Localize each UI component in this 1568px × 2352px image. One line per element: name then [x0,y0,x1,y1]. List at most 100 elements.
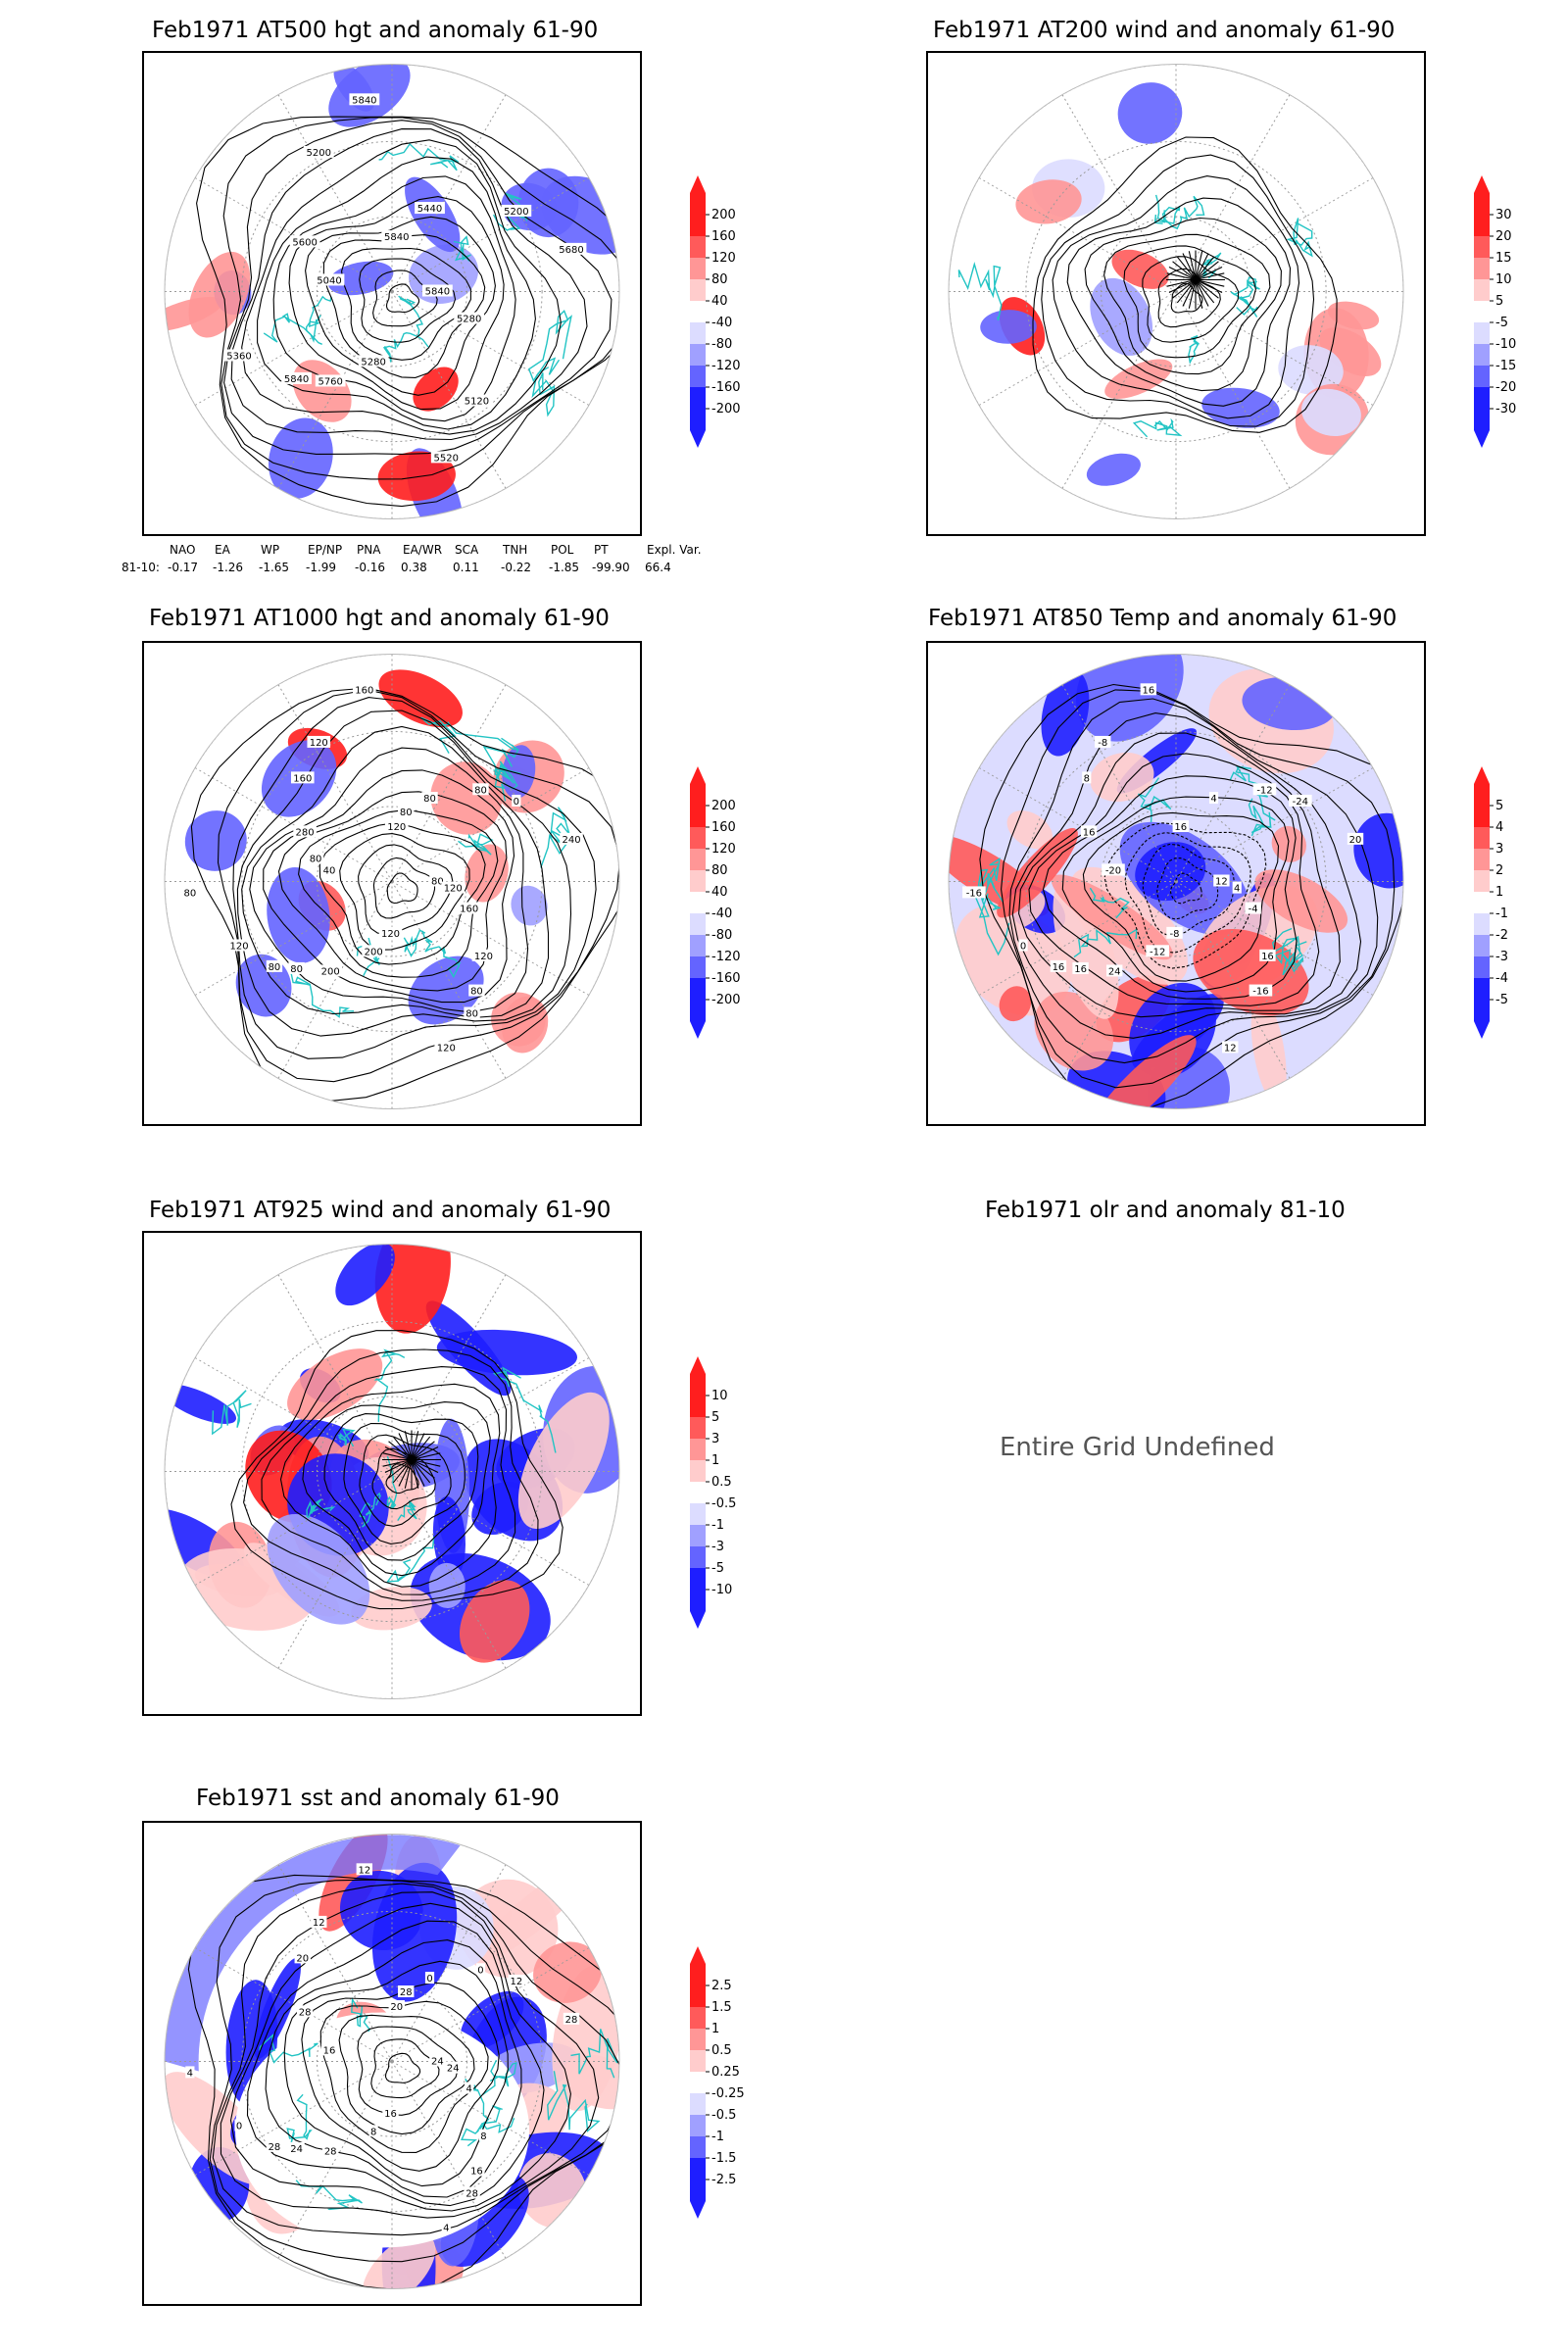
contour-label: 5280 [457,315,481,325]
coastlines [212,1348,557,1583]
anomaly-shading [436,1329,578,1376]
colorbar-tick-label: -80 [711,337,732,352]
colorbar-tick-label: 3 [711,1432,719,1446]
anomaly-shading [1132,994,1224,1070]
colorbar-tick-label: -30 [1495,402,1516,416]
colorbar-svg: 10 5 3 1 0.5 -0.5 -1 -3 -5 -10 [690,1356,736,1629]
index-header: EP/NP [308,543,343,557]
colorbar-tick-label: 1 [1495,885,1503,900]
contour-label: 80 [310,855,322,865]
anomaly-shading [1271,826,1306,862]
anomaly-shading [374,1244,451,1334]
index-header: NAO [170,543,196,557]
contour-label: 160 [355,685,373,696]
index-header: SCA [455,543,479,557]
colorbar-tick-label: -120 [711,359,741,373]
colorbar-t850: 5 4 3 2 1 -1 -2 -3 -4 -5 [1472,762,1560,1051]
anomaly-shading [1117,82,1183,144]
title-t850: Feb1971 AT850 Temp and anomaly 61-90 [928,606,1397,631]
contour-label: 80 [400,808,413,818]
map-t850: 12 16 16 -16 -20 -24 -12 -8 -4 0 4 12 16 20 24 16 16 -16 -… [926,641,1426,1126]
anomaly-shading [997,828,1078,918]
contour-label: 20 [390,2002,403,2013]
colorbar-sst: 2.5 1.5 1 0.5 0.25 -0.25 -0.5 -1 -1.5 -2.5 [688,1942,776,2230]
contour-label: 12 [1224,1043,1237,1054]
anomaly-shading [999,986,1032,1022]
anomaly-shading [491,992,546,1047]
anomaly-shading [502,745,536,799]
colorbar-tick-label: -1.5 [711,2151,736,2166]
title-u200: Feb1971 AT200 wind and anomaly 61-90 [933,18,1396,43]
index-value: -0.22 [501,561,532,574]
coastlines [259,1996,618,2211]
anomaly-shading [1250,996,1287,1104]
contour-label: 80 [466,1009,478,1020]
contours [1032,136,1338,433]
contour-label: 4 [466,2084,471,2095]
colorbar-tick-label: -120 [711,950,741,964]
contour-label: 4 [1210,794,1216,805]
colorbar-svg: 2.5 1.5 1 0.5 0.25 -0.25 -0.5 -1 -1.5 -2.5 [690,1946,745,2219]
index-value: 0.38 [401,561,427,574]
colorbar-tick-label: -1 [1495,906,1508,921]
anomaly-shading [1104,359,1173,399]
anomaly-shading [165,1384,237,1424]
map-z1000: 80 80 120 80 40 0 200 120 160 120 80 120 280 240 200 16… [142,641,642,1126]
colorbar-tick-label: 0.5 [711,2043,732,2058]
colorbar-svg: 200 160 120 80 40 -40 -80 -120 -160 -200 [690,766,741,1039]
colorbar-svg: 5 4 3 2 1 -1 -2 -3 -4 -5 [1474,766,1508,1039]
index-value: -1.26 [213,561,244,574]
contour-label: 80 [423,794,436,805]
index-header: PT [594,543,609,557]
coastlines [974,765,1307,976]
index-row-label: 81-10: [122,561,160,574]
contour-label: 120 [444,884,463,895]
polar-map-svg [164,1244,620,1699]
map-w925 [142,1231,642,1716]
contours [196,116,619,508]
anomaly-shading [1301,388,1361,437]
contour-label: 8 [1084,773,1090,784]
contour-label: 12 [1215,877,1228,888]
contour-label: -20 [1105,865,1121,876]
contour-label: 28 [269,2142,281,2153]
anomaly-shading [1254,869,1348,933]
colorbar-w925: 10 5 3 1 0.5 -0.5 -1 -3 -5 -10 [688,1352,776,1641]
colorbar-tick-label: 120 [711,842,736,857]
contour-label: 28 [324,2146,337,2157]
colorbar-tick-label: 0.5 [711,1475,732,1490]
contour-label: 120 [437,1043,456,1054]
contour-label: 20 [296,1953,309,1964]
anomaly-shading [335,1244,395,1306]
map-sst: 24 24 20 16 16 12 8 12 4 0 0 4 28 28 28 12 8 4 0 16 20 24 28 28… [142,1821,642,2306]
anomaly-shading [1086,453,1141,486]
colorbar-tick-label: 5 [1495,294,1503,309]
colorbar-svg: 30 20 15 10 5 -5 -10 -15 -20 -30 [1474,175,1516,448]
index-header: POL [551,543,574,557]
anomaly-shading [533,1941,602,2003]
polar-map-svg [948,64,1404,519]
polar-map-svg: 2424201616128124004282828128401620242828… [164,1834,620,2289]
colorbar-tick-label: 80 [711,272,728,287]
index-value: 66.4 [645,561,671,574]
contour-label: 4 [187,2068,193,2079]
contour-label: 12 [313,1918,325,1929]
contour-label: 5120 [465,397,489,408]
contour-label: 80 [269,962,281,973]
contour-label: 12 [510,1977,522,1987]
colorbar-tick-label: -1 [711,1518,724,1533]
contour-label: 240 [562,835,580,846]
anomaly-shading [1201,387,1280,428]
colorbar-tick-label: 10 [711,1389,728,1403]
anomaly-shading [459,1580,530,1663]
colorbar-tick-label: 1.5 [711,2000,732,2015]
contour-label: 5200 [307,148,331,159]
contour-label: 0 [514,797,519,808]
colorbar-z500: 200 160 120 80 40 -40 -80 -120 -160 -200 [688,172,776,460]
colorbar-tick-label: -2.5 [711,2173,736,2187]
anomaly-shading [1089,1035,1197,1109]
colorbar-tick-label: -2 [1495,928,1508,943]
title-z1000: Feb1971 AT1000 hgt and anomaly 61-90 [149,606,610,631]
colorbar-tick-label: -0.5 [711,1496,736,1511]
contour-label: 5680 [559,245,583,256]
